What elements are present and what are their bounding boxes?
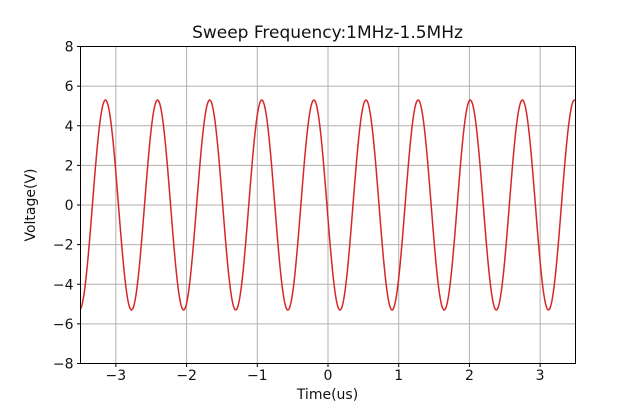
x-tick-label: −2: [176, 368, 197, 384]
x-tick-label: 2: [465, 368, 474, 384]
y-tick-label: 6: [65, 79, 74, 95]
y-tick-label: −8: [53, 357, 74, 373]
waveform-line: [80, 99, 576, 311]
y-tick-label: 2: [65, 158, 74, 174]
y-tick-label: 0: [65, 198, 74, 214]
y-tick-label: −4: [53, 277, 74, 293]
y-tick-label: −2: [53, 238, 74, 254]
x-tick-label: 3: [536, 368, 545, 384]
chart-title: Sweep Frequency:1MHz-1.5MHz: [192, 23, 463, 43]
y-tick-label: −6: [53, 317, 74, 333]
y-tick-label: 4: [65, 119, 74, 135]
x-tick-label: −3: [106, 368, 127, 384]
y-axis-label: Voltage(V): [23, 168, 39, 242]
x-axis-label: Time(us): [296, 387, 359, 403]
x-tick-label: −1: [247, 368, 268, 384]
y-tick-label: 8: [65, 40, 74, 56]
x-tick-label: 0: [324, 368, 333, 384]
x-tick-label: 1: [394, 368, 403, 384]
